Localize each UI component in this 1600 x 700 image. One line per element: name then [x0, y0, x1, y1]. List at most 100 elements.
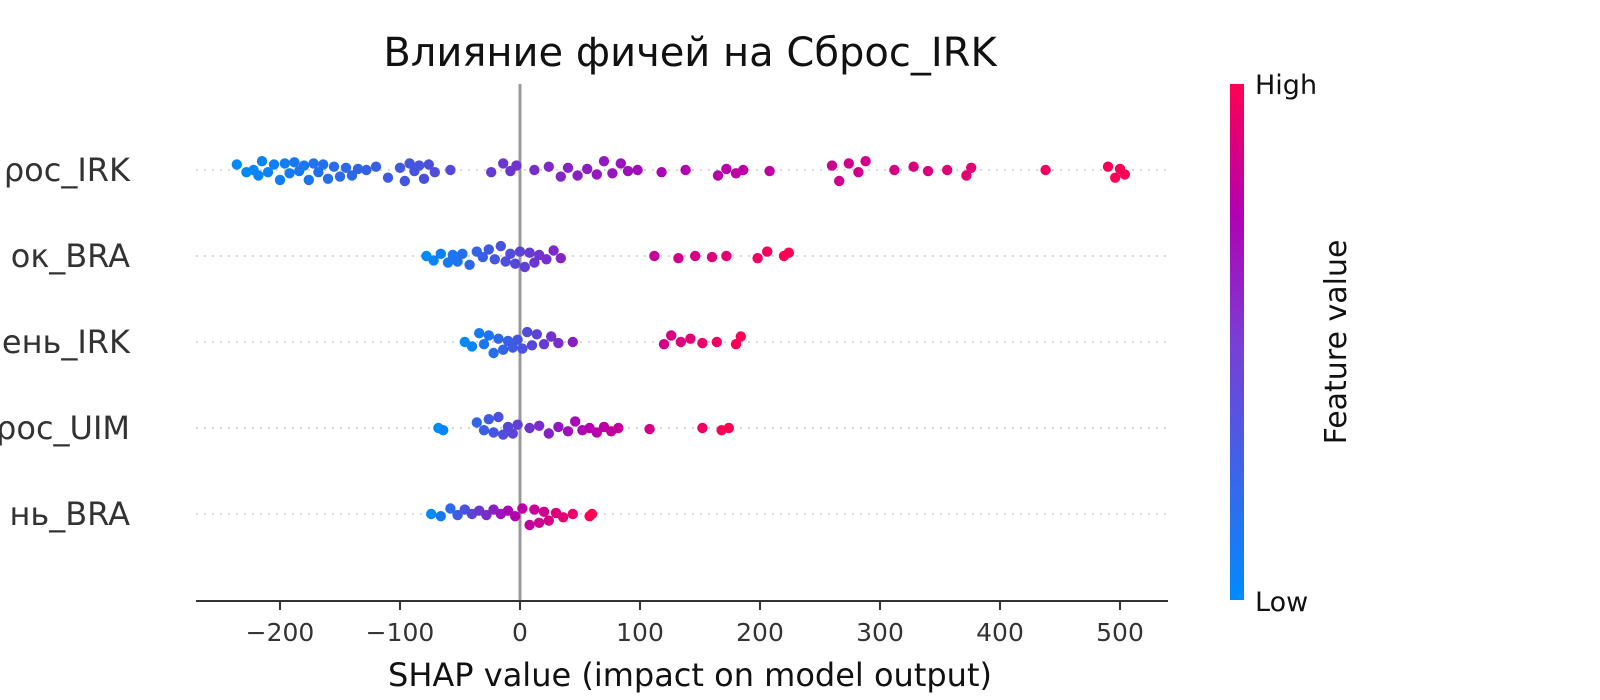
shap-point [649, 250, 660, 262]
x-axis-label: SHAP value (impact on model output) [388, 656, 992, 694]
shap-point [711, 336, 722, 348]
colorbar-low-label: Low [1255, 587, 1308, 618]
shap-point [507, 428, 518, 439]
shap-point [404, 158, 415, 169]
shap-point [418, 173, 430, 184]
chart-title: Влияние фичей на Сброс_IRK [383, 30, 998, 76]
shap-point [673, 253, 684, 264]
shap-point [721, 163, 732, 175]
shap-point [511, 160, 522, 171]
shap-point [489, 254, 500, 265]
shap-point [666, 330, 677, 341]
shap-point [274, 174, 286, 186]
shap-point [414, 160, 425, 171]
shap-point [558, 512, 569, 523]
shap-point [442, 257, 454, 268]
shap-point [510, 511, 521, 522]
shap-point [712, 170, 724, 181]
shap-point [567, 336, 578, 348]
shap-point [685, 333, 696, 344]
shap-point [253, 170, 264, 181]
shap-point [512, 334, 523, 345]
shap-point [507, 342, 518, 353]
shap-point [256, 156, 268, 167]
shap-point [512, 419, 523, 430]
shap-point [615, 158, 626, 169]
shap-point [284, 168, 295, 179]
shap-point [488, 347, 499, 359]
shap-point [632, 164, 643, 176]
shap-point [529, 504, 540, 515]
shap-point [478, 425, 490, 436]
shap-point [908, 161, 919, 172]
shap-point [723, 422, 734, 434]
shap-point [730, 339, 742, 350]
shap-point [279, 158, 290, 169]
shap-point [543, 428, 554, 439]
shap-point [553, 421, 564, 433]
shap-point [262, 167, 274, 178]
shap-point [529, 164, 540, 176]
shap-point [942, 164, 953, 176]
shap-point [477, 251, 488, 263]
shap-point [524, 247, 535, 258]
shap-point [493, 411, 504, 423]
shap-point [289, 157, 300, 168]
shap-point [382, 172, 394, 183]
shap-point [505, 248, 516, 259]
shap-point [352, 163, 364, 175]
colorbar [1230, 84, 1244, 600]
shap-point [555, 253, 566, 264]
x-tick-label: 100 [616, 618, 664, 647]
shap-point [500, 256, 511, 267]
shap-point [361, 164, 372, 176]
shap-point [370, 161, 382, 172]
shap-point [483, 244, 494, 255]
shap-point [613, 422, 624, 434]
shap-point [303, 174, 314, 186]
shap-point [582, 163, 593, 175]
shap-point [752, 253, 763, 264]
shap-point [445, 503, 456, 514]
shap-point [591, 427, 602, 438]
shap-point [498, 429, 509, 440]
shap-point [510, 258, 521, 269]
shap-point [531, 329, 542, 340]
shap-point [783, 247, 794, 258]
shap-point [966, 162, 977, 173]
shap-point [853, 167, 864, 178]
shap-point [706, 251, 718, 263]
shap-point [543, 515, 554, 526]
shap-point [598, 156, 610, 167]
x-tick-label: 300 [856, 618, 904, 647]
colorbar-high-label: High [1255, 70, 1317, 101]
shap-point [517, 503, 528, 514]
shap-point [524, 422, 535, 434]
shap-point [313, 167, 324, 178]
shap-point [586, 508, 598, 520]
shap-point [486, 167, 497, 178]
x-tick-label: 200 [736, 618, 784, 647]
shap-point [493, 333, 504, 344]
shap-point [483, 330, 494, 341]
shap-point [889, 164, 900, 176]
shap-point [298, 160, 310, 171]
shap-point [466, 341, 478, 352]
shap-point [562, 426, 574, 437]
feature-label: ень_IRK [2, 323, 131, 361]
shap-point [526, 340, 538, 351]
shap-point [426, 508, 437, 520]
shap-point [764, 165, 775, 177]
shap-point [474, 328, 485, 339]
shap-point [541, 254, 552, 265]
shap-point [529, 257, 540, 268]
shap-point [543, 161, 554, 172]
shap-point [1040, 164, 1051, 176]
shap-point [697, 337, 708, 349]
shap-point [534, 420, 545, 431]
shap-point [553, 337, 564, 349]
shap-point [524, 519, 535, 531]
shap-point [322, 173, 334, 184]
shap-point [961, 170, 972, 181]
feature-label: ρoc_UIM [0, 409, 130, 447]
